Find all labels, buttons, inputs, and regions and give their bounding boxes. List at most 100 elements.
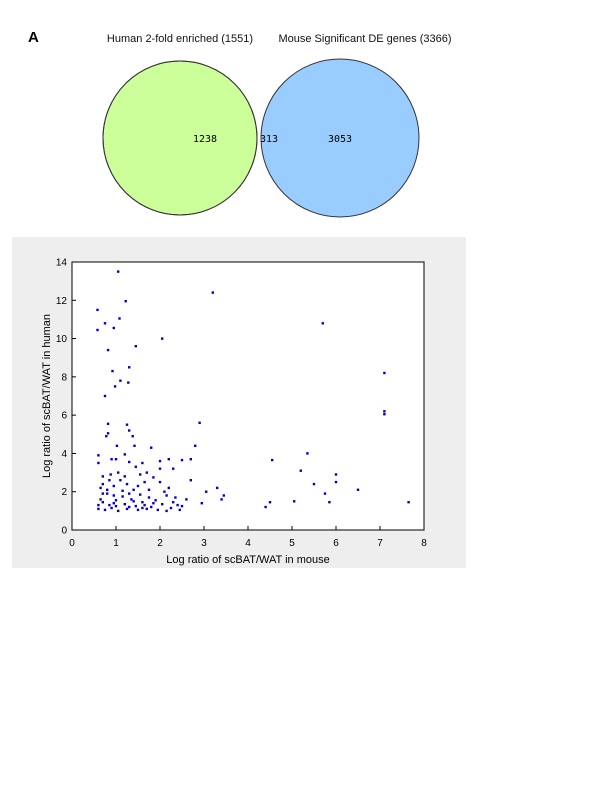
y-axis: 0 2 4 6 8 10 12 14 bbox=[56, 258, 76, 537]
scatter-point bbox=[150, 446, 153, 449]
scatter-point bbox=[143, 480, 146, 484]
scatter-point bbox=[101, 501, 104, 504]
scatter-point bbox=[152, 476, 155, 479]
scatter-point bbox=[128, 366, 131, 369]
scatter-point bbox=[132, 488, 135, 491]
scatter-point bbox=[117, 270, 120, 273]
scatter-point bbox=[134, 465, 137, 468]
scatter-point bbox=[101, 475, 104, 478]
scatter-point bbox=[124, 300, 127, 303]
scatter-point bbox=[112, 326, 115, 330]
y-tick-label: 0 bbox=[61, 526, 67, 537]
y-tick-label: 14 bbox=[56, 258, 68, 269]
scatter-point bbox=[161, 503, 164, 506]
scatter-point bbox=[119, 379, 122, 382]
scatter-point bbox=[112, 502, 115, 505]
scatter-point bbox=[200, 502, 203, 505]
venn-left-only-count: 1238 bbox=[193, 134, 217, 145]
scatter-point bbox=[121, 489, 124, 492]
scatter-point bbox=[128, 429, 131, 432]
scatter-point bbox=[180, 504, 184, 508]
scatter-point bbox=[134, 345, 137, 348]
venn-right-circle bbox=[260, 58, 420, 218]
scatter-point bbox=[205, 490, 208, 493]
x-tick-label: 6 bbox=[333, 538, 339, 549]
scatter-point bbox=[99, 498, 102, 501]
scatter-point bbox=[156, 508, 159, 512]
scatter-point bbox=[141, 506, 144, 510]
scatter-point bbox=[125, 482, 129, 486]
scatter-points bbox=[96, 270, 410, 513]
scatter-point bbox=[161, 337, 164, 340]
scatter-point bbox=[114, 458, 118, 461]
scatter-point bbox=[220, 498, 223, 501]
x-tick-label: 4 bbox=[245, 538, 251, 549]
scatter-point bbox=[117, 509, 120, 513]
scatter-point bbox=[158, 459, 162, 463]
scatter-point bbox=[383, 413, 386, 416]
scatter-point bbox=[106, 422, 110, 425]
scatter-point bbox=[264, 505, 267, 509]
scatter-point bbox=[178, 508, 181, 512]
scatter-point bbox=[268, 501, 272, 504]
scatter-point bbox=[123, 453, 126, 456]
scatter-point bbox=[165, 509, 168, 513]
scatter-point bbox=[147, 496, 151, 499]
scatter-point bbox=[328, 501, 331, 504]
scatter-point bbox=[125, 423, 129, 426]
scatter-point bbox=[141, 461, 144, 465]
x-tick-label: 2 bbox=[157, 538, 163, 549]
scatter-point bbox=[143, 503, 146, 507]
y-axis-label: Log ratio of scBAT/WAT in human bbox=[41, 314, 53, 478]
x-tick-label: 5 bbox=[289, 538, 295, 549]
x-tick-label: 3 bbox=[201, 538, 207, 549]
scatter-point bbox=[299, 469, 302, 472]
y-tick-label: 2 bbox=[61, 487, 67, 498]
scatter-point bbox=[106, 348, 110, 352]
venn-overlap-count: 313 bbox=[260, 134, 278, 145]
scatter-point bbox=[110, 506, 113, 510]
scatter-point bbox=[103, 508, 107, 512]
scatter-point bbox=[114, 504, 118, 508]
scatter-point bbox=[128, 460, 131, 464]
scatter-point bbox=[131, 435, 134, 438]
scatter-point bbox=[165, 494, 168, 497]
y-tick-label: 8 bbox=[61, 372, 67, 383]
scatter-point bbox=[407, 501, 410, 504]
scatter-point bbox=[106, 492, 109, 495]
scatter-point bbox=[112, 494, 115, 497]
scatter-point bbox=[96, 308, 99, 312]
scatter-point bbox=[216, 486, 219, 490]
scatter-point bbox=[121, 495, 124, 498]
scatter-point bbox=[306, 452, 309, 455]
scatter-point bbox=[141, 501, 144, 504]
scatter-point bbox=[158, 480, 162, 484]
scatter-point bbox=[222, 494, 225, 497]
scatter-point bbox=[150, 505, 153, 509]
scatter-point bbox=[118, 317, 121, 320]
scatter-point bbox=[198, 421, 201, 424]
venn-left-title: Human 2-fold enriched (1551) bbox=[107, 33, 253, 45]
scatter-point bbox=[334, 473, 338, 476]
x-tick-label: 8 bbox=[421, 538, 427, 549]
scatter-point bbox=[113, 385, 117, 388]
x-axis-label: Log ratio of scBAT/WAT in mouse bbox=[166, 554, 329, 566]
scatter-point bbox=[139, 473, 142, 476]
scatter-point bbox=[145, 471, 148, 474]
scatter-point bbox=[383, 371, 386, 375]
scatter-point bbox=[185, 498, 188, 501]
y-tick-label: 12 bbox=[56, 296, 68, 307]
scatter-point bbox=[109, 473, 112, 476]
scatter-point bbox=[111, 369, 114, 373]
scatter-point bbox=[127, 381, 130, 384]
scatter-point bbox=[130, 498, 133, 501]
scatter-point bbox=[119, 479, 122, 482]
panel-label: A bbox=[28, 29, 39, 46]
scatter-point bbox=[125, 507, 129, 511]
venn-left-outline bbox=[102, 60, 258, 216]
venn-right-only-count: 3053 bbox=[328, 134, 352, 145]
scatter-point bbox=[117, 471, 120, 474]
scatter-point bbox=[134, 504, 137, 508]
scatter-point bbox=[97, 461, 100, 465]
